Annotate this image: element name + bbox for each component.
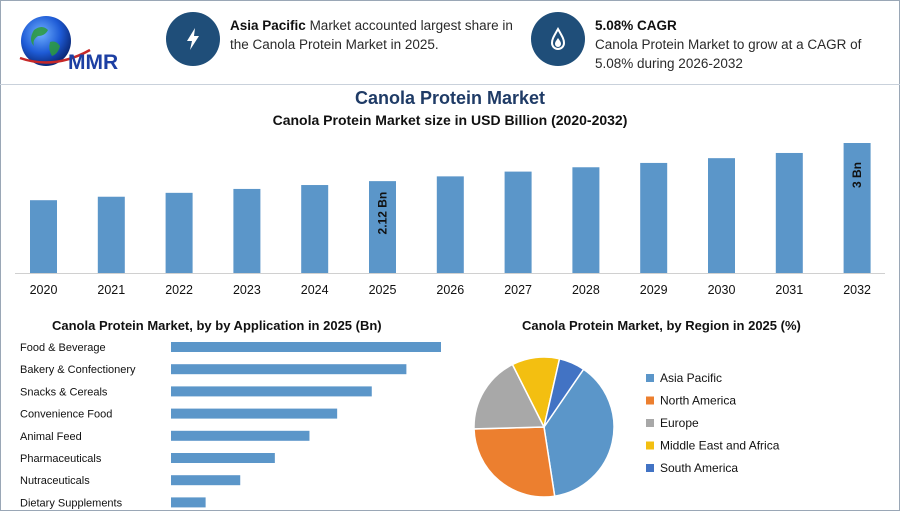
logo-text: MMR — [68, 51, 118, 74]
category-label: Food & Beverage — [20, 342, 106, 354]
x-tick-label: 2031 — [775, 283, 803, 297]
info2-bold: 5.08% CAGR — [595, 18, 677, 33]
bar-2020 — [30, 200, 57, 273]
header-bar: MMR Asia Pacific Market accounted larges… — [0, 0, 900, 85]
info-cagr: 5.08% CAGR Canola Protein Market to grow… — [531, 8, 891, 72]
bar-data-label: 3 Bn — [850, 162, 864, 188]
category-label: Snacks & Cereals — [20, 386, 108, 398]
legend-swatch — [646, 396, 654, 405]
legend-swatch — [646, 374, 654, 382]
legend-label: North America — [660, 394, 736, 408]
x-tick-label: 2032 — [843, 283, 871, 297]
x-tick-label: 2025 — [369, 283, 397, 297]
category-label: Nutraceuticals — [20, 475, 90, 487]
legend-swatch — [646, 464, 654, 472]
lightning-icon — [166, 12, 220, 66]
category-label: Animal Feed — [20, 431, 82, 443]
x-tick-label: 2028 — [572, 283, 600, 297]
x-tick-label: 2023 — [233, 283, 261, 297]
bar-2022 — [165, 192, 193, 273]
region-chart-title: Canola Protein Market, by Region in 2025… — [522, 318, 801, 333]
pie-slice-0 — [543, 368, 615, 498]
hbar-0 — [171, 342, 441, 352]
legend-swatch — [646, 419, 654, 427]
mmr-logo: MMR — [19, 16, 118, 74]
info-asia-pacific: Asia Pacific Market accounted largest sh… — [166, 8, 526, 72]
bar-2028 — [572, 167, 600, 273]
legend-swatch — [646, 441, 654, 450]
x-tick-label: 2026 — [436, 283, 464, 297]
x-tick-label: 2030 — [708, 283, 736, 297]
pie-slice-1 — [473, 426, 556, 498]
hbar-3 — [171, 408, 338, 419]
bar-2026 — [436, 176, 464, 273]
info1-text: Market accounted largest share in the Ca… — [230, 18, 513, 52]
category-label: Pharmaceuticals — [20, 453, 102, 465]
legend-label: South America — [660, 461, 738, 475]
hbar-2 — [171, 386, 372, 397]
region-pie-chart: Asia Pacific North America Europe Middle Ea… — [473, 356, 780, 498]
application-chart-title: Canola Protein Market, by by Application… — [52, 318, 382, 333]
bar-2030 — [708, 158, 735, 273]
bar-2031 — [775, 152, 803, 273]
bar-2023 — [233, 188, 261, 273]
market-size-bar-chart: 2020 2021 2022 2023 2024 2025 2.12 Bn 2026 2027 2… — [15, 143, 885, 297]
hbar-1 — [171, 364, 407, 375]
x-tick-label: 2020 — [30, 283, 58, 297]
x-tick-label: 2024 — [301, 283, 329, 297]
bar-2021 — [97, 196, 125, 273]
hbar-7 — [171, 497, 206, 508]
bar-2032 — [843, 143, 871, 273]
hbar-5 — [171, 453, 275, 463]
x-tick-label: 2022 — [165, 283, 193, 297]
bar-data-label: 2.12 Bn — [376, 192, 390, 235]
info1-bold: Asia Pacific — [230, 18, 306, 33]
category-label: Dietary Supplements — [20, 497, 123, 509]
bar-2027 — [504, 171, 532, 273]
drop-icon — [531, 12, 585, 66]
hbar-6 — [171, 475, 241, 486]
bar-2025 — [369, 181, 396, 273]
legend-label: Asia Pacific — [660, 371, 722, 385]
category-label: Bakery & Confectionery — [20, 364, 136, 376]
main-title: Canola Protein Market — [354, 88, 546, 108]
bar-2029 — [640, 162, 668, 273]
legend-label: Middle East and Africa — [660, 439, 780, 453]
bar-chart-title: Canola Protein Market size in USD Billio… — [272, 112, 628, 128]
x-tick-label: 2021 — [97, 283, 125, 297]
application-bar-chart: Food & Beverage Bakery & Confectionery Sna… — [20, 342, 441, 509]
x-tick-label: 2029 — [640, 283, 668, 297]
category-label: Convenience Food — [20, 409, 112, 421]
x-tick-label: 2027 — [504, 283, 532, 297]
pie-slice-2 — [473, 363, 546, 430]
legend-label: Europe — [660, 416, 699, 430]
bar-2024 — [301, 185, 329, 273]
info2-text: Canola Protein Market to grow at a CAGR … — [595, 37, 862, 71]
globe-icon — [21, 16, 71, 66]
pie-slice-4 — [543, 357, 585, 428]
hbar-4 — [171, 430, 310, 441]
header-divider — [0, 84, 900, 85]
